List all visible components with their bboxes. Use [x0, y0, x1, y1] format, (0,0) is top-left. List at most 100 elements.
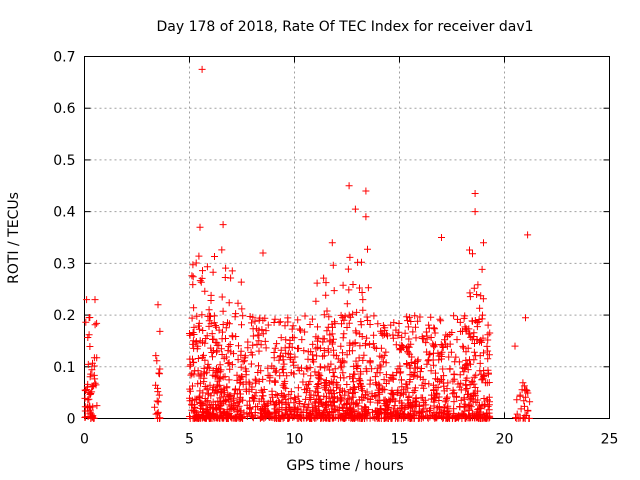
data-point — [314, 337, 321, 345]
data-point — [457, 379, 465, 387]
data-point — [305, 400, 313, 408]
data-point — [380, 376, 388, 384]
data-point — [264, 364, 272, 372]
data-point — [292, 395, 299, 403]
data-point — [320, 274, 328, 282]
data-point — [448, 329, 456, 336]
data-point — [442, 396, 450, 404]
data-point — [422, 412, 430, 420]
data-point — [257, 386, 265, 394]
data-point — [352, 357, 360, 365]
data-point — [270, 349, 278, 356]
data-point — [485, 369, 492, 377]
data-point — [484, 347, 492, 355]
data-point — [209, 353, 216, 361]
data-point — [316, 363, 324, 371]
data-point — [467, 403, 475, 411]
data-point — [357, 370, 365, 378]
data-point — [190, 304, 198, 312]
data-point — [84, 360, 92, 368]
data-point — [259, 405, 267, 413]
data-point — [411, 384, 419, 392]
data-point — [294, 384, 302, 392]
data-point — [246, 380, 254, 388]
data-point — [399, 413, 407, 421]
data-point — [427, 313, 435, 321]
data-point — [309, 340, 317, 348]
data-point — [82, 318, 90, 326]
data-point — [345, 394, 353, 402]
data-point — [382, 414, 390, 422]
data-point — [93, 319, 101, 327]
y-tick-label: 0.1 — [53, 360, 75, 376]
data-point — [412, 334, 420, 342]
data-point — [462, 356, 470, 364]
data-point — [362, 408, 370, 416]
data-point — [258, 406, 266, 414]
data-point — [275, 318, 283, 326]
data-point — [237, 278, 245, 286]
data-point — [340, 401, 348, 409]
data-point — [238, 305, 246, 313]
data-point — [154, 388, 162, 396]
data-point — [224, 395, 232, 403]
data-point — [215, 414, 223, 422]
data-point — [190, 344, 198, 352]
data-point — [416, 373, 424, 381]
data-point — [484, 355, 492, 363]
data-point — [198, 311, 206, 319]
data-point — [212, 323, 220, 331]
data-point — [346, 404, 354, 412]
data-point — [404, 323, 412, 331]
data-point — [441, 336, 448, 344]
data-point — [255, 377, 263, 385]
data-point — [329, 369, 337, 376]
data-point — [470, 284, 478, 292]
data-point — [456, 383, 464, 391]
data-point — [403, 360, 411, 367]
data-point — [218, 351, 226, 358]
data-point — [222, 264, 230, 272]
data-point — [485, 379, 493, 386]
data-point — [398, 333, 406, 341]
data-point — [198, 65, 206, 73]
data-point — [186, 331, 194, 339]
data-point — [405, 335, 413, 343]
data-point — [445, 407, 453, 415]
data-point — [205, 317, 213, 325]
data-point — [315, 380, 323, 388]
data-point — [155, 391, 163, 399]
data-point — [466, 393, 474, 401]
data-point — [340, 316, 348, 324]
data-point — [323, 393, 330, 401]
data-point — [248, 319, 255, 327]
data-point — [382, 380, 390, 387]
data-point — [335, 411, 343, 419]
data-point — [223, 384, 231, 392]
data-point — [364, 245, 371, 253]
data-point — [303, 406, 311, 414]
data-point — [310, 391, 318, 399]
data-point — [468, 317, 476, 325]
data-point — [88, 388, 96, 396]
data-point — [356, 284, 363, 292]
data-point — [402, 380, 410, 388]
data-point — [255, 362, 262, 370]
data-point — [156, 370, 163, 378]
data-point — [371, 392, 379, 399]
data-point — [265, 409, 273, 417]
data-point — [425, 380, 433, 388]
data-point — [437, 409, 445, 417]
data-point — [206, 411, 214, 419]
data-point — [351, 388, 359, 396]
data-point — [395, 320, 403, 327]
data-point — [331, 320, 339, 328]
data-point — [212, 322, 219, 329]
data-point — [361, 341, 369, 349]
data-point — [438, 234, 445, 241]
data-point — [275, 356, 283, 364]
data-point — [406, 350, 414, 358]
data-point — [479, 334, 487, 342]
data-point — [188, 314, 196, 322]
